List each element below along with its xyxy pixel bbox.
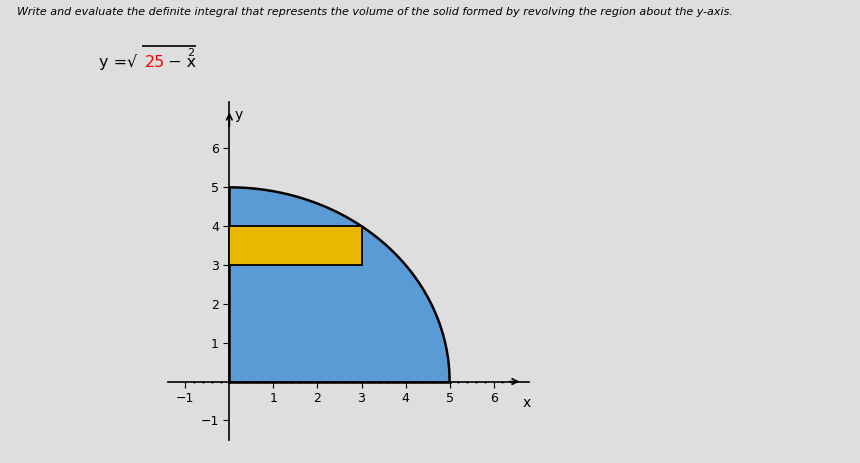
Text: y =: y = xyxy=(99,55,132,70)
Text: 2: 2 xyxy=(187,48,194,57)
Text: 25: 25 xyxy=(144,55,165,70)
Text: x: x xyxy=(523,396,531,410)
Polygon shape xyxy=(230,188,450,382)
Text: − x: − x xyxy=(163,55,197,70)
Text: √: √ xyxy=(126,55,137,70)
Bar xyxy=(230,226,361,265)
Text: y: y xyxy=(235,108,243,122)
Text: Write and evaluate the definite integral that represents the volume of the solid: Write and evaluate the definite integral… xyxy=(17,7,733,17)
